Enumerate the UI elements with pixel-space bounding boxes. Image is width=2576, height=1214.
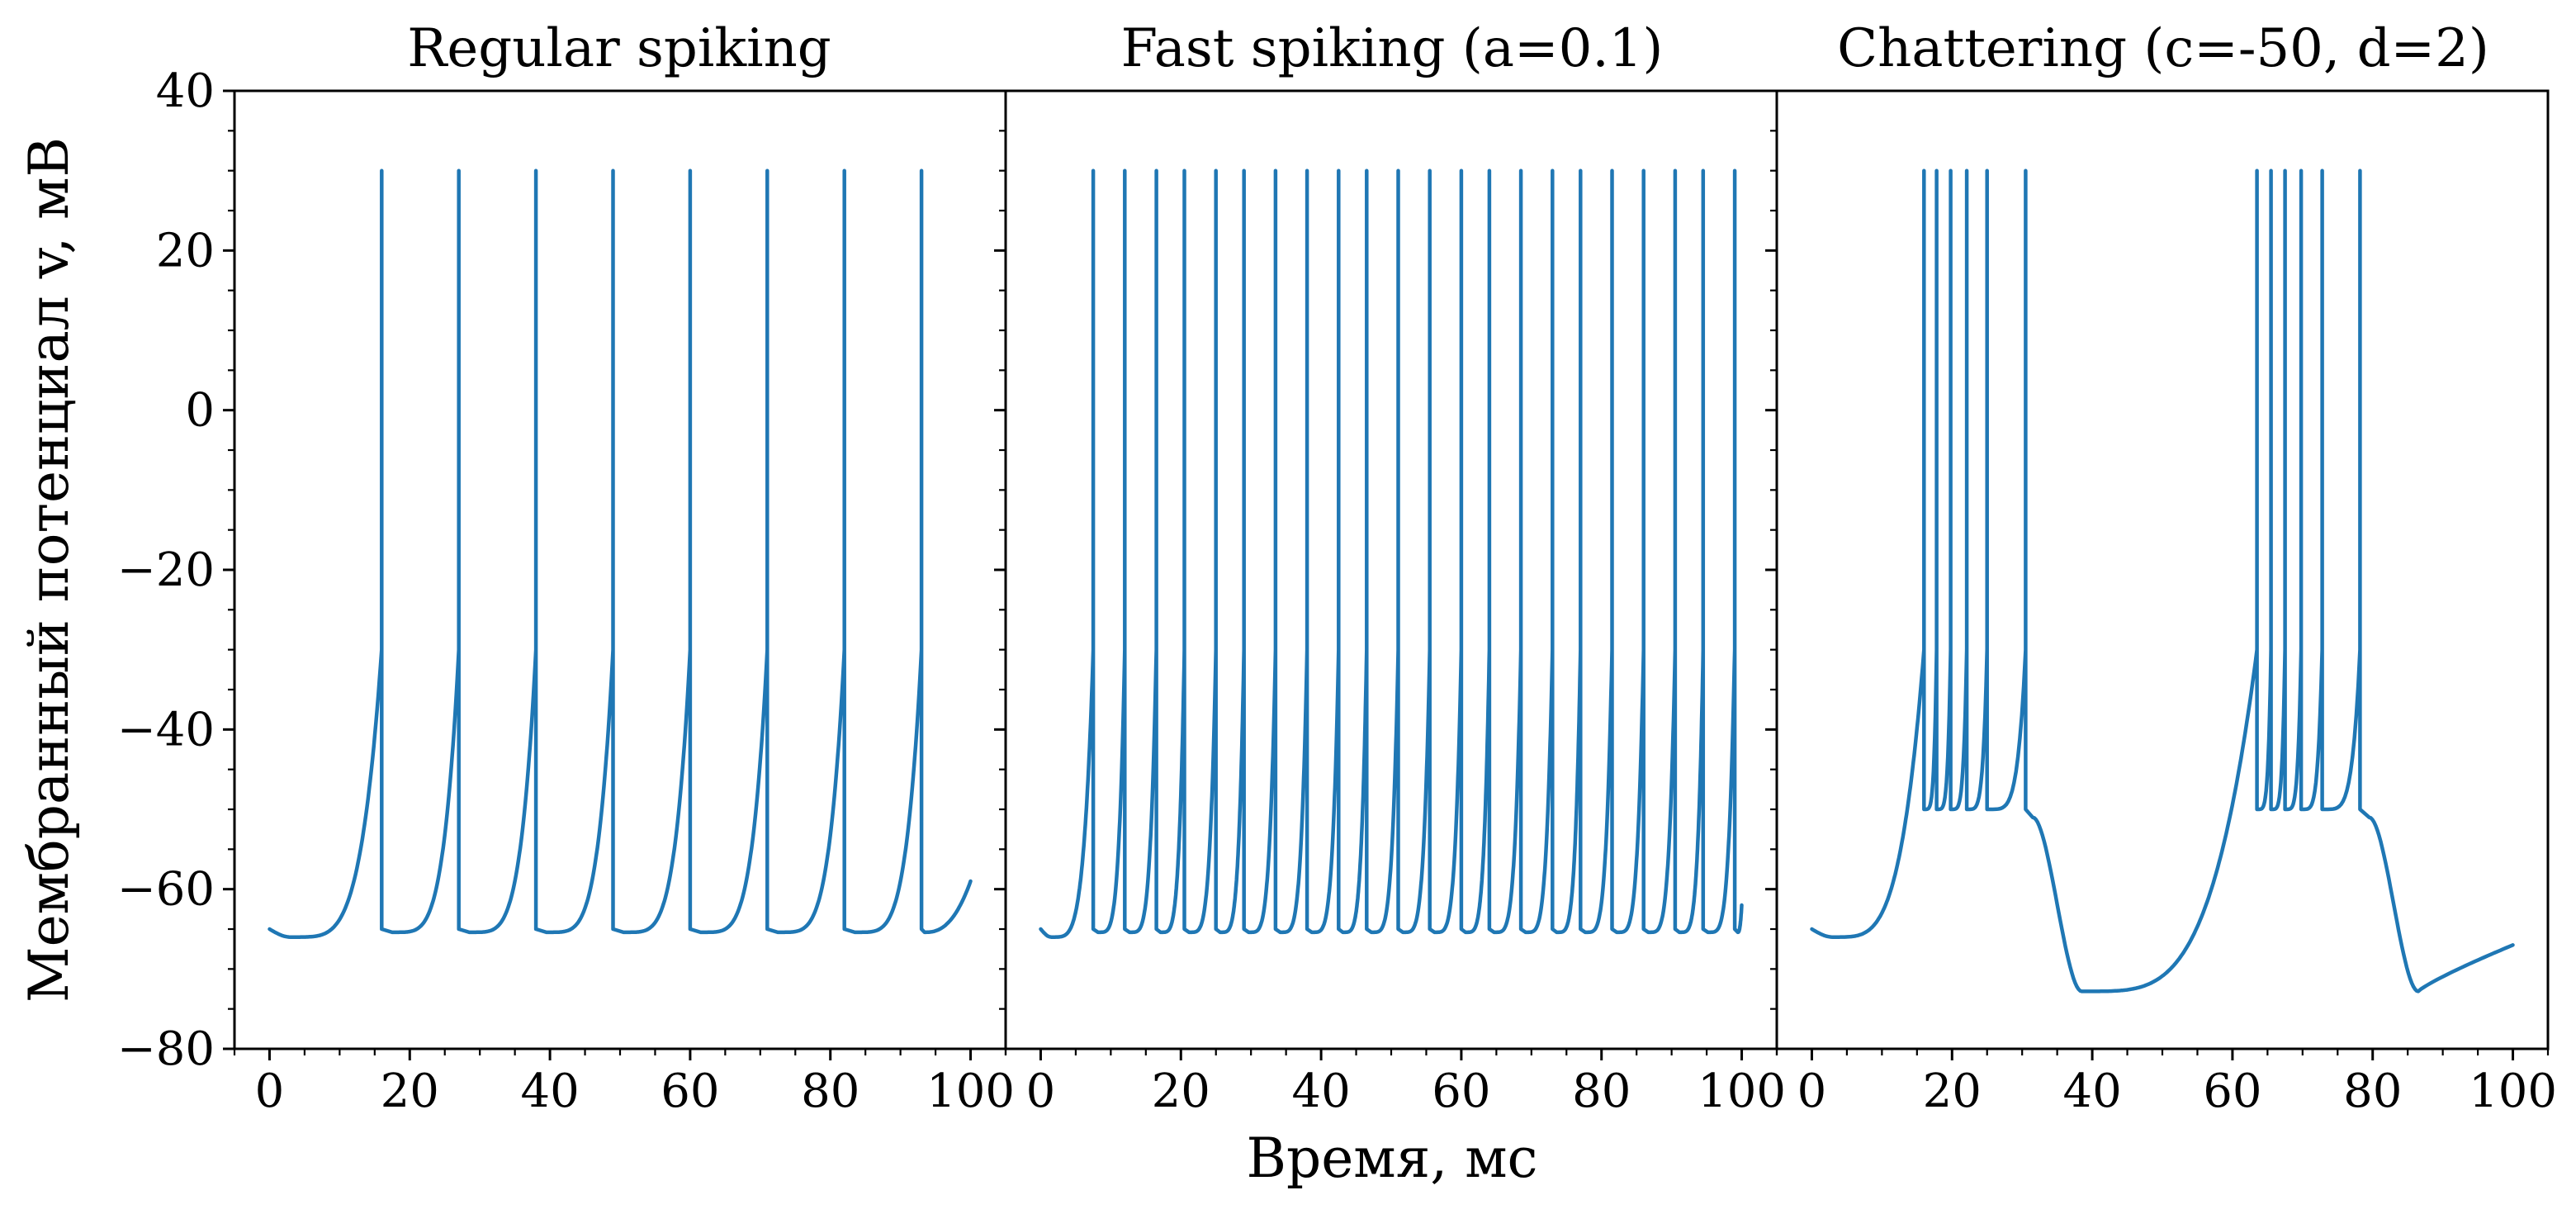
series-line-fast-spiking	[1039, 168, 1744, 939]
x-tick-label: 80	[2343, 1065, 2402, 1118]
x-axis-label: Время, мс	[1246, 1126, 1537, 1190]
x-tick-label: 100	[1698, 1065, 1786, 1118]
x-tick-label: 100	[926, 1065, 1015, 1118]
x-tick-label: 100	[2469, 1065, 2557, 1118]
y-tick-label: 20	[156, 224, 215, 277]
x-axes: 0 20 40 60 80 100 0 20 40 60 80 100 0 20 40 60 80 100	[233, 1049, 2557, 1118]
x-tick-label: 60	[1432, 1065, 1490, 1118]
x-tick-label: 20	[1923, 1065, 1982, 1118]
series-line-regular-spiking	[268, 168, 973, 939]
panel-title: Regular spiking	[407, 18, 831, 79]
y-tick-label: 40	[156, 64, 215, 118]
series-line-chattering	[1810, 168, 2515, 993]
y-tick-label: 0	[185, 384, 215, 438]
y-axis: −80 −60 −40 −20 0 20 40	[117, 64, 1777, 1076]
y-tick-label: −60	[117, 863, 215, 917]
x-tick-label: 40	[1291, 1065, 1350, 1118]
panel-title: Chattering (c=-50, d=2)	[1837, 18, 2489, 79]
x-tick-label: 20	[1152, 1065, 1210, 1118]
x-tick-label: 0	[1026, 1065, 1056, 1118]
y-tick-label: −80	[117, 1022, 215, 1076]
y-axis-label: Мембранный потенциал v, мВ	[17, 137, 81, 1003]
panel-title: Fast spiking (a=0.1)	[1121, 18, 1664, 79]
x-tick-label: 60	[2203, 1065, 2261, 1118]
y-tick-label: −20	[117, 543, 215, 597]
x-tick-label: 0	[255, 1065, 285, 1118]
x-tick-label: 80	[801, 1065, 859, 1118]
x-tick-label: 40	[2062, 1065, 2121, 1118]
y-tick-label: −40	[117, 703, 215, 756]
panel-chattering: Chattering (c=-50, d=2)	[1775, 18, 2550, 1050]
x-tick-label: 20	[381, 1065, 439, 1118]
x-tick-label: 40	[520, 1065, 579, 1118]
x-tick-label: 80	[1572, 1065, 1631, 1118]
x-tick-label: 60	[661, 1065, 719, 1118]
x-tick-label: 0	[1797, 1065, 1827, 1118]
